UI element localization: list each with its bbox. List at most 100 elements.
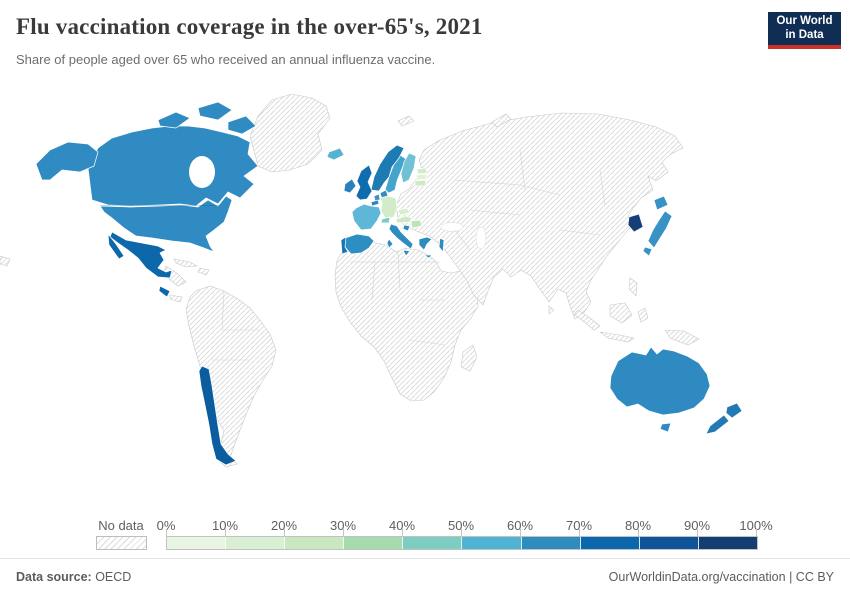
region-australia-tasmania[interactable] bbox=[659, 422, 672, 433]
landmass-panama[interactable] bbox=[169, 294, 183, 303]
region-switzerland[interactable] bbox=[380, 216, 391, 224]
region-costa-rica[interactable] bbox=[158, 285, 171, 298]
region-czechia[interactable] bbox=[397, 207, 411, 216]
region-iceland[interactable] bbox=[326, 147, 345, 161]
owid-link[interactable]: OurWorldinData.org/vaccination bbox=[608, 570, 786, 584]
region-canada-arctic-2[interactable] bbox=[197, 101, 233, 121]
region-greece[interactable] bbox=[418, 236, 433, 251]
landmass-sumatra[interactable] bbox=[573, 309, 601, 331]
legend-tick-mark-3 bbox=[343, 529, 344, 536]
attribution: OurWorldinData.org/vaccination | CC BY bbox=[609, 570, 834, 584]
legend-tick-mark-10 bbox=[756, 529, 757, 536]
legend-tick-mark-9 bbox=[697, 529, 698, 536]
data-source: Data source: OECD bbox=[16, 570, 131, 584]
region-italy-sardinia[interactable] bbox=[386, 238, 394, 249]
landmass-sulawesi[interactable] bbox=[637, 307, 649, 323]
region-lithuania[interactable] bbox=[414, 179, 427, 187]
legend-tick-label-4: 40% bbox=[388, 518, 416, 533]
landmass-novaya-zemlya[interactable] bbox=[491, 113, 512, 128]
legend-scale: 0% 10% 20% 30% 40% 50% 60% 70% 80% 90% 100% bbox=[157, 512, 773, 554]
region-austria[interactable] bbox=[395, 215, 413, 224]
legend-swatch-1[interactable] bbox=[225, 537, 285, 549]
landmass-hispaniola[interactable] bbox=[197, 267, 210, 276]
region-netherlands[interactable] bbox=[373, 193, 381, 202]
legend-swatch-7[interactable] bbox=[579, 537, 639, 549]
legend-tick-mark-8 bbox=[638, 529, 639, 536]
legend-tick-label-1: 10% bbox=[211, 518, 239, 533]
world-map bbox=[0, 93, 743, 468]
region-israel[interactable] bbox=[438, 237, 445, 253]
landmass-philippines[interactable] bbox=[628, 277, 638, 297]
license-label: CC BY bbox=[795, 570, 834, 584]
region-norway[interactable] bbox=[370, 144, 405, 192]
region-france[interactable] bbox=[351, 203, 382, 231]
region-united-kingdom[interactable] bbox=[355, 164, 373, 201]
region-greece-crete[interactable] bbox=[423, 254, 433, 259]
legend-swatch-4[interactable] bbox=[402, 537, 462, 549]
legend-swatch-0[interactable] bbox=[167, 537, 226, 549]
landmass-java[interactable] bbox=[599, 331, 635, 343]
legend-tick-label-0: 0% bbox=[156, 518, 176, 533]
hudson-bay bbox=[189, 156, 215, 188]
legend-tick-mark-1 bbox=[225, 529, 226, 536]
legend-tick-mark-0 bbox=[166, 529, 167, 536]
region-japan-hokkaido[interactable] bbox=[653, 195, 669, 211]
map-legend: No data 0% 10% 20% 30% 40% 50% 60% 70% 80% 90% 100… bbox=[0, 512, 850, 554]
region-japan-honshu[interactable] bbox=[647, 210, 673, 249]
legend-tick-mark-2 bbox=[284, 529, 285, 536]
legend-swatch-3[interactable] bbox=[343, 537, 403, 549]
region-portugal[interactable] bbox=[340, 236, 349, 255]
legend-tick-label-9: 90% bbox=[683, 518, 711, 533]
landmass-madagascar[interactable] bbox=[460, 344, 478, 372]
landmass-sri-lanka[interactable] bbox=[548, 305, 555, 315]
region-south-korea[interactable] bbox=[627, 213, 644, 233]
region-mexico-baja[interactable] bbox=[107, 233, 125, 260]
legend-swatch-9[interactable] bbox=[697, 537, 757, 549]
region-latvia[interactable] bbox=[415, 173, 428, 181]
region-slovenia[interactable] bbox=[402, 224, 411, 232]
landmass-africa[interactable] bbox=[334, 241, 479, 402]
inland-seas bbox=[440, 222, 487, 250]
landmass-greenland[interactable] bbox=[249, 93, 331, 173]
region-germany[interactable] bbox=[379, 195, 398, 220]
legend-tick-mark-6 bbox=[520, 529, 521, 536]
legend-tick-label-10: 100% bbox=[739, 518, 773, 533]
landmass-cuba[interactable] bbox=[173, 258, 198, 268]
region-finland[interactable] bbox=[400, 152, 417, 184]
region-estonia[interactable] bbox=[416, 167, 428, 175]
region-belgium[interactable] bbox=[370, 199, 380, 207]
region-ireland[interactable] bbox=[343, 178, 357, 194]
region-italy-sicily[interactable] bbox=[402, 249, 411, 257]
region-chile[interactable] bbox=[198, 365, 237, 466]
owid-logo-line2: in Data bbox=[785, 28, 824, 41]
region-usa-alaska[interactable] bbox=[35, 141, 99, 181]
region-canada[interactable] bbox=[87, 125, 259, 207]
legend-tick-mark-5 bbox=[461, 529, 462, 536]
landmass-chukotka-sliver[interactable] bbox=[0, 255, 11, 267]
region-canada-arctic-1[interactable] bbox=[157, 111, 191, 129]
landmass-new-guinea[interactable] bbox=[664, 329, 700, 346]
legend-swatch-8[interactable] bbox=[638, 537, 698, 549]
region-italy[interactable] bbox=[388, 223, 414, 250]
no-data-swatch[interactable] bbox=[96, 536, 147, 550]
legend-tick-mark-4 bbox=[402, 529, 403, 536]
region-mexico[interactable] bbox=[109, 231, 173, 279]
region-canada-arctic-3[interactable] bbox=[227, 115, 257, 135]
legend-swatch-2[interactable] bbox=[284, 537, 344, 549]
region-usa[interactable] bbox=[99, 195, 233, 253]
region-japan-kyushu[interactable] bbox=[642, 246, 653, 257]
landmass-svalbard[interactable] bbox=[397, 115, 415, 127]
region-australia[interactable] bbox=[609, 346, 711, 416]
region-new-zealand-north[interactable] bbox=[725, 402, 743, 419]
landmass-borneo[interactable] bbox=[609, 302, 633, 324]
legend-tick-label-6: 60% bbox=[506, 518, 534, 533]
region-new-zealand-south[interactable] bbox=[705, 414, 730, 435]
legend-swatch-5[interactable] bbox=[461, 537, 521, 549]
owid-logo-line1: Our World bbox=[776, 14, 833, 27]
legend-swatch-6[interactable] bbox=[520, 537, 580, 549]
country-borders bbox=[212, 149, 606, 361]
owid-logo[interactable]: Our World in Data bbox=[768, 12, 841, 49]
region-spain[interactable] bbox=[344, 233, 375, 255]
region-hungary[interactable] bbox=[410, 219, 423, 229]
